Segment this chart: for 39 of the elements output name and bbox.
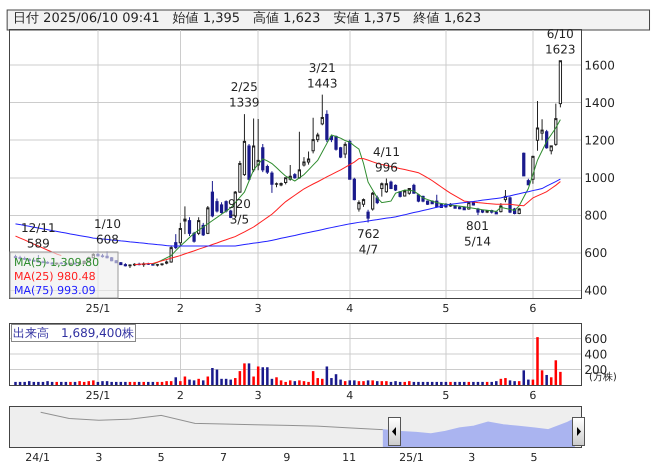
x-tick-label: 25/1 xyxy=(86,302,110,316)
annotation: 2/25 1339 xyxy=(229,80,260,110)
y-tick-label: 1200 xyxy=(584,133,615,148)
x-tick-label: 6 xyxy=(529,302,536,316)
x-tick-label: 6 xyxy=(529,389,536,402)
y-tick-label: 800 xyxy=(584,208,608,223)
y-tick-label: 400 xyxy=(584,284,608,298)
x-tick-label: 24/1 xyxy=(25,451,50,464)
annotation: 3/21 1443 xyxy=(307,61,338,91)
y-tick-label: 600 xyxy=(584,332,608,346)
annotation: 762 4/7 xyxy=(357,227,380,257)
x-tick-label: 5 xyxy=(442,302,450,316)
y-tick-label: 1400 xyxy=(584,96,615,110)
x-tick-label: 5 xyxy=(530,451,538,464)
x-tick-label: 3 xyxy=(254,389,262,402)
y-tick-label: 600 xyxy=(584,246,608,260)
y-tick-label: 1000 xyxy=(584,171,615,185)
x-tick-label: 7 xyxy=(220,451,227,464)
x-tick-label: 5 xyxy=(442,389,450,402)
y-tick-label: 1600 xyxy=(584,58,615,72)
x-tick-label: 2 xyxy=(176,389,184,402)
x-tick-label: 11 xyxy=(342,451,356,464)
text: MA(75) 993.09 xyxy=(14,284,96,297)
x-tick-label: 25/1 xyxy=(399,451,424,464)
series-label: MA(25) 980.48 xyxy=(14,270,96,283)
x-tick-label: 3 xyxy=(95,451,102,464)
x-tick-label: 3 xyxy=(254,302,262,316)
x-tick-label: 25/1 xyxy=(86,389,110,402)
chart-title: 出来高 1,689,400株 xyxy=(13,326,134,340)
x-tick-label: 3 xyxy=(468,451,476,464)
x-tick-label: 9 xyxy=(283,451,290,464)
x-tick-label: 4 xyxy=(346,302,354,316)
chart-title: 日付 2025/06/10 09:41 始値 1,395 高値 1,623 安値 1,375 終値 1,623 xyxy=(13,10,482,26)
y-tick-label: 400 xyxy=(584,347,608,362)
x-tick-label: 2 xyxy=(176,302,184,316)
x-tick-label: 5 xyxy=(158,451,165,464)
x-tick-label: 4 xyxy=(346,389,354,402)
annotation: 801 5/14 xyxy=(464,219,491,249)
annotation: 6/10 1623 xyxy=(545,27,576,57)
